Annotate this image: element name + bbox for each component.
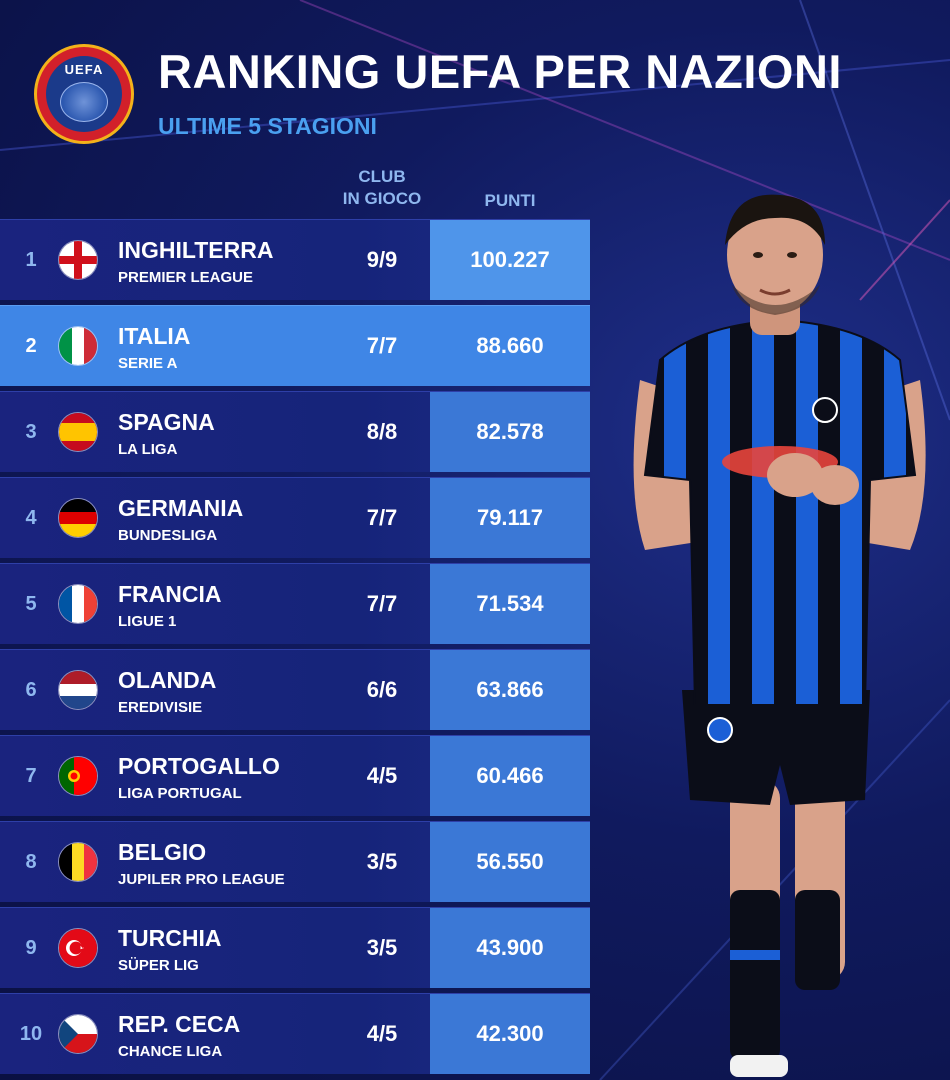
clubs-in-play: 7/7 [366,333,398,358]
czech-flag-icon [58,1014,98,1054]
turkey-flag-icon [58,928,98,968]
rank-number: 2 [25,335,37,357]
points-value: 100.227 [430,220,590,300]
league-name: LA LIGA [118,441,178,458]
rank-number: 3 [25,421,37,443]
rank-number: 10 [19,1023,43,1045]
rank-number: 8 [25,851,37,873]
points-value: 88.660 [476,333,544,358]
league-name: JUPILER PRO LEAGUE [118,871,285,888]
country-name: REP. CECA [118,1011,241,1037]
points-value: 42.300 [430,994,590,1074]
country-name: ITALIA [118,323,191,349]
points-value: 56.550 [430,822,590,902]
clubs-in-play: 3/5 [366,935,398,960]
page-title: RANKING UEFA PER NAZIONI [158,45,842,98]
column-header-clubs-line1: CLUB [358,167,406,186]
clubs-in-play: 4/5 [366,763,398,788]
rank-number: 1 [25,249,37,271]
league-name: SERIE A [118,355,178,372]
points-value: 60.466 [430,736,590,816]
points-value: 63.866 [430,650,590,730]
portugal-flag-icon [58,756,98,796]
england-flag-icon [58,240,98,280]
table-row: 8 BELGIO JUPILER PRO LEAGUE 3/5 56.550 [0,821,590,902]
clubs-in-play: 3/5 [366,849,398,874]
clubs-in-play: 7/7 [366,505,398,530]
country-name: PORTOGALLO [118,753,280,779]
netherlands-flag-icon [58,670,98,710]
germany-flag-icon [58,498,98,538]
country-name: SPAGNA [118,409,215,435]
clubs-in-play: 7/7 [366,591,398,616]
points-value: 71.534 [430,564,590,644]
table-row: 5 FRANCIA LIGUE 1 7/7 71.534 [0,563,590,644]
country-name: BELGIO [118,839,207,865]
country-name: GERMANIA [118,495,244,521]
column-header-clubs-line2: IN GIOCO [342,189,422,208]
column-header-clubs: CLUB IN GIOCO [330,166,434,210]
uefa-logo-text: UEFA [64,62,104,77]
globe-icon [60,82,108,122]
table-row: 3 SPAGNA LA LIGA 8/8 82.578 [0,391,590,472]
country-name: TURCHIA [118,925,222,951]
league-name: EREDIVISIE [118,699,203,716]
league-name: PREMIER LEAGUE [118,269,254,286]
uefa-logo: UEFA [34,44,134,144]
country-name: FRANCIA [118,581,222,607]
clubs-in-play: 8/8 [366,419,398,444]
player-image [633,194,926,1077]
italy-flag-icon [58,326,98,366]
points-value: 79.117 [430,478,590,558]
points-value: 82.578 [430,392,590,472]
clubs-in-play: 6/6 [366,677,398,702]
belgium-flag-icon [58,842,98,882]
france-flag-icon [58,584,98,624]
country-name: OLANDA [118,667,217,693]
rank-number: 5 [25,593,37,615]
table-row: 4 GERMANIA BUNDESLIGA 7/7 79.117 [0,477,590,558]
table-row: 9 TURCHIA SÜPER LIG 3/5 43.900 [0,907,590,988]
ranking-table: 1 INGHILTERRA PREMIER LEAGUE 9/9 100.227… [0,219,590,1079]
rank-number: 9 [25,937,37,959]
clubs-in-play: 4/5 [366,1021,398,1046]
table-row: 2 ITALIA SERIE A 7/7 88.660 [0,305,590,386]
spain-flag-icon [58,412,98,452]
rank-number: 4 [25,507,37,529]
league-name: SÜPER LIG [118,957,199,974]
country-name: INGHILTERRA [118,237,274,263]
table-row: 1 INGHILTERRA PREMIER LEAGUE 9/9 100.227 [0,219,590,300]
league-name: CHANCE LIGA [118,1043,223,1060]
table-row: 7 PORTOGALLO LIGA PORTUGAL 4/5 60.466 [0,735,590,816]
clubs-in-play: 9/9 [366,247,398,272]
league-name: LIGUE 1 [118,613,177,630]
column-header-points: PUNTI [484,191,536,210]
league-name: BUNDESLIGA [118,527,218,544]
page-subtitle: ULTIME 5 STAGIONI [158,113,377,139]
table-row: 10 REP. CECA CHANCE LIGA 4/5 42.300 [0,993,590,1074]
rank-number: 6 [25,679,37,701]
table-row: 6 OLANDA EREDIVISIE 6/6 63.866 [0,649,590,730]
rank-number: 7 [25,765,37,787]
points-value: 43.900 [430,908,590,988]
league-name: LIGA PORTUGAL [118,785,242,802]
